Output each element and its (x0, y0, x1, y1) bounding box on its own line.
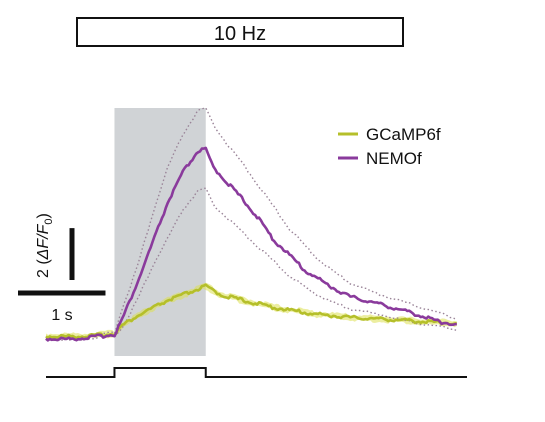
stimulus-frequency-box (76, 17, 404, 47)
gcamp6f-error-band (46, 282, 457, 341)
nemof-lower-bound (45, 187, 457, 342)
chart-title: 10 Hz (214, 23, 266, 45)
nemof-line (45, 146, 457, 342)
series-lines (45, 146, 458, 342)
legend-label-nemof: NEMOf (366, 149, 422, 168)
legend-label-gcamp6f: GCaMP6f (366, 125, 441, 144)
error-bands (45, 107, 458, 342)
stimulus-trace (46, 367, 467, 378)
x-scale-label: 1 s (51, 307, 72, 324)
stimulation-shade (114, 108, 206, 356)
nemof-upper-bound (45, 107, 458, 340)
legend: GCaMP6f NEMOf (338, 125, 441, 168)
y-scale-label: 2 (ΔF/F0) (35, 213, 55, 278)
